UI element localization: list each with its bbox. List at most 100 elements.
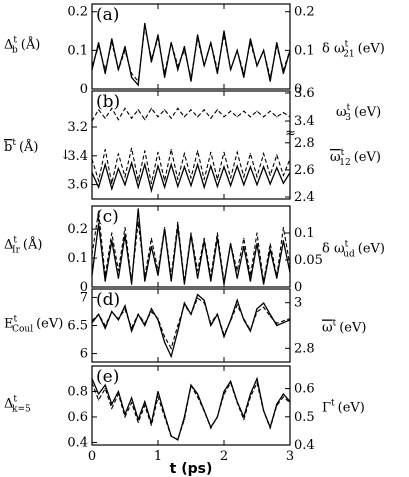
panel-c-right-tick-label: 0.05: [294, 253, 323, 268]
panel-d-series-dashed-point: [210, 322, 212, 324]
panel-a-series-dashed-point: [223, 34, 225, 36]
panel-d-series-solid-point: [249, 330, 251, 332]
panel-d-series-dashed-point: [177, 324, 179, 327]
panel-b-series-upper-point: [216, 109, 218, 111]
panel-c-right-tick-label: 0: [294, 280, 302, 295]
panel-e-series-dashed: [91, 381, 291, 441]
panel-a-series-solid-point: [164, 76, 166, 78]
panel-e-series-dashed-point: [157, 396, 159, 398]
panel-d-series-solid-point: [269, 313, 271, 315]
panel-d-series-solid-point: [144, 324, 146, 327]
panel-d-series-solid-point: [150, 308, 152, 310]
panel-e-series-dashed-point: [289, 402, 291, 404]
panel-a-right-label: δ ωt 21 (eV): [322, 40, 385, 60]
panel-c-left-tick-label: 0.2: [67, 222, 88, 237]
panel-e-series-dashed-point: [137, 421, 139, 423]
panel-d-series-solid-point: [276, 324, 278, 327]
panel-d-series-solid-point: [104, 327, 106, 329]
panel-b-left-tick-label: 3.6: [67, 178, 88, 193]
panel-a-series-dashed: [91, 27, 291, 83]
panel-b-series-solid-point: [124, 184, 126, 186]
panel-b-series-upper-point: [269, 110, 271, 112]
panel-a-series-dashed-point: [117, 69, 119, 71]
panel-d-series-solid: [91, 293, 291, 359]
panel-c-letter: (c): [96, 207, 119, 227]
panel-c-series-solid-point: [289, 271, 291, 274]
panel-c-series-solid-point: [269, 248, 271, 250]
panel-e-series-dashed-point: [124, 416, 126, 418]
panel-a-letter: (a): [96, 5, 119, 25]
panel-c-series-dashed-point: [164, 227, 166, 229]
panel-b-series-dashed-point: [243, 176, 245, 178]
panel-a-series-dashed-point: [263, 49, 265, 52]
panel-c-series-solid-point: [276, 277, 278, 279]
panel-a-series-dashed-point: [164, 72, 166, 75]
panel-b-series-solid-point: [170, 163, 172, 166]
panel-a-series-solid-point: [183, 45, 185, 48]
panel-c-series-dashed-point: [117, 270, 119, 272]
panel-e-series-solid-point: [223, 390, 225, 393]
panel-a-left-label: Δt b (Å): [4, 36, 40, 56]
panel-e-series-solid-point: [91, 378, 93, 380]
panel-b-series-upper-point: [144, 119, 146, 121]
panel-c-series-dashed-point: [190, 232, 192, 234]
panel-b-left-tick-label: 3.4: [67, 149, 88, 164]
panel-c: (c) 0 0.1 0.2 0 0.05 0.1 Δt Ir (Å) δ ωt ud (eV): [4, 205, 385, 295]
panel-e-series-dashed-point: [236, 402, 238, 404]
panel-b-series-dashed-point: [236, 151, 238, 153]
panel-e-series-solid-point: [164, 413, 166, 415]
panel-c-series-solid-point: [249, 280, 251, 282]
panel-d-series-solid-point: [157, 319, 159, 321]
panel-b-left-tick-label: 3.2: [67, 120, 88, 135]
panel-a-series-solid-point: [223, 30, 225, 32]
panel-b-series-solid-point: [177, 185, 179, 187]
panel-e-series-solid-point: [197, 393, 199, 395]
panel-d-series-dashed-point: [164, 336, 166, 338]
panel-a-series-dashed-point: [157, 38, 159, 40]
panel-a-left-tick-label: 0: [80, 82, 88, 97]
panel-b-series-solid-point: [91, 172, 93, 174]
panel-d-series-dashed-point: [216, 313, 218, 315]
panel-b-series-dashed-point: [210, 151, 212, 153]
panel-a-series-dashed-point: [203, 65, 205, 67]
panel-c-left-tick-label: 0: [80, 280, 88, 295]
panel-b-series-dashed-point: [111, 182, 113, 185]
panel-d-left-tick-label: 6.5: [67, 319, 88, 334]
panel-d-series-dashed-point: [157, 318, 159, 320]
panel-d-series-solid-point: [282, 322, 284, 324]
panel-c-series-solid-point: [282, 240, 284, 242]
panel-c-series-dashed-point: [263, 281, 265, 283]
panel-e-series-dashed-point: [249, 396, 251, 398]
panel-d-series-dashed-point: [117, 318, 119, 320]
panel-c-series-dashed-point: [289, 264, 291, 266]
panel-d-series-solid-point: [183, 302, 185, 304]
panel-d-series-dashed-point: [144, 322, 146, 324]
panel-b-series-solid-point: [282, 182, 284, 184]
panel-d-series-dashed-point: [131, 327, 133, 329]
panel-a-series-solid-point: [137, 84, 139, 86]
panel-b-series-dashed-point: [203, 178, 205, 180]
panel-b-series-solid-point: [263, 166, 265, 168]
panel-c-series-solid-point: [131, 283, 133, 285]
panel-a-series-dashed-point: [177, 65, 179, 67]
panel-e-series-dashed-point: [243, 419, 245, 421]
panel-e-series-solid-point: [111, 403, 113, 405]
panel-e-left-label: Δt k=5: [4, 395, 31, 415]
panel-d-series-solid-point: [117, 319, 119, 321]
panel-d-series-dashed-point: [223, 334, 225, 336]
panel-d-series-solid-point: [236, 299, 238, 301]
panel-b-letter: (b): [96, 92, 120, 112]
panel-b-series-dashed-point: [289, 158, 291, 160]
x-tick-label: 0: [88, 449, 96, 464]
panel-b-series-dashed-point: [124, 176, 126, 178]
panel-d-series-dashed-point: [249, 329, 251, 331]
panel-c-series-dashed-point: [243, 237, 245, 239]
panel-b-series-upper-point: [177, 107, 179, 109]
panel-d-right-tick-label: 3: [294, 296, 302, 311]
panel-d-series-dashed-point: [256, 311, 258, 313]
panel-e-letter: (e): [96, 367, 119, 387]
panel-a-series-dashed-point: [137, 80, 139, 82]
panel-a-series-solid-point: [276, 42, 278, 44]
panel-e-series-dashed-point: [197, 396, 199, 398]
panel-b-series-solid-point: [183, 166, 185, 168]
